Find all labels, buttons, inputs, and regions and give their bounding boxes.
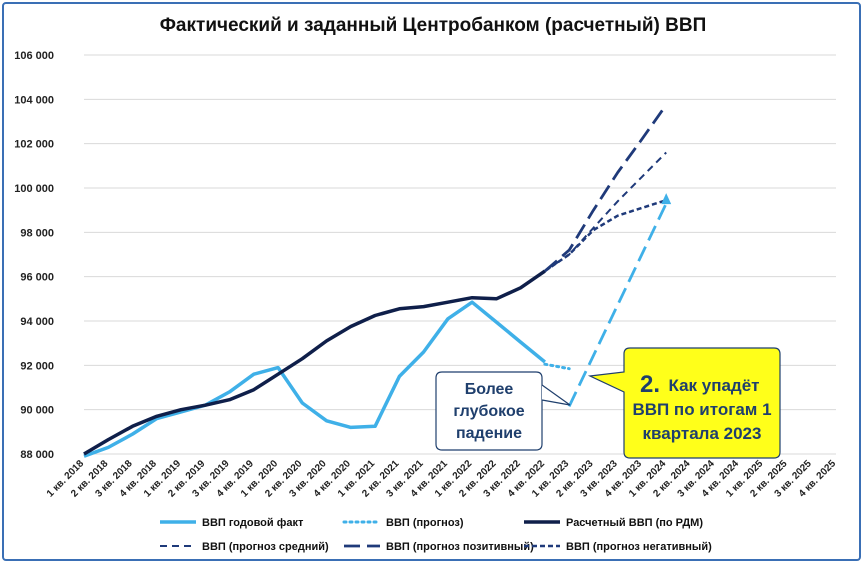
y-axis: 88 000 90 000 92 000 94 000 96 000 98 000 100 … xyxy=(14,50,54,461)
gdp-q1-text: Как упадёт xyxy=(668,376,759,395)
gdp-q1-callout-box xyxy=(587,347,781,459)
annotations: Более глубокое падение 2. Как упадёт ВВП по и… xyxy=(435,347,781,459)
legend: ВВП годовой факт ВВП (прогноз) Расчетный В… xyxy=(160,517,712,553)
series-line-2 xyxy=(83,269,546,456)
series-line-3 xyxy=(544,151,667,272)
series-layer xyxy=(83,104,672,458)
y-tick-label: 88 000 xyxy=(20,449,54,461)
deeper-fall-text: глубокое xyxy=(453,403,524,420)
series-line-1 xyxy=(545,199,666,369)
legend-label: Расчетный ВВП (по РДМ) xyxy=(566,517,703,529)
callout-pointer-outline xyxy=(541,384,571,406)
deeper-fall-callout-box xyxy=(435,371,543,451)
legend-label: ВВП (прогноз негативный) xyxy=(566,541,712,553)
series-line-4 xyxy=(543,104,668,273)
gdp-q1-text: квартала 2023 xyxy=(643,424,762,443)
y-tick-label: 104 000 xyxy=(14,94,54,106)
deeper-fall-text: падение xyxy=(456,425,522,442)
forecast-recovery-line xyxy=(567,202,668,407)
legend-label: ВВП годовой факт xyxy=(202,517,304,529)
legend-label: ВВП (прогноз) xyxy=(386,517,464,529)
arrowhead-marker xyxy=(661,193,672,205)
legend-label: ВВП (прогноз позитивный) xyxy=(386,541,534,553)
callout-number: 2. xyxy=(640,371,660,398)
chart-title: Фактический и заданный Центробанком (рас… xyxy=(160,15,707,36)
series-line-5 xyxy=(544,199,667,273)
y-tick-label: 102 000 xyxy=(14,139,54,151)
y-tick-label: 94 000 xyxy=(20,316,54,328)
y-tick-label: 90 000 xyxy=(20,405,54,417)
legend-label: ВВП (прогноз средний) xyxy=(202,541,329,553)
y-tick-label: 92 000 xyxy=(20,360,54,372)
y-tick-label: 98 000 xyxy=(20,227,54,239)
y-tick-label: 96 000 xyxy=(20,272,54,284)
deeper-fall-text: Более xyxy=(465,381,514,398)
series-line-0 xyxy=(83,300,547,458)
chart-frame xyxy=(2,2,861,561)
y-tick-label: 100 000 xyxy=(14,183,54,195)
gdp-q1-text: ВВП по итогам 1 xyxy=(632,400,771,419)
y-tick-label: 106 000 xyxy=(14,50,54,62)
